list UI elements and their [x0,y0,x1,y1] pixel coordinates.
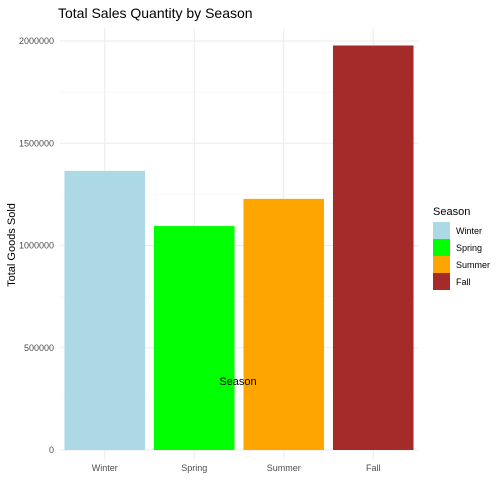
x-tick-label: Spring [181,463,207,473]
bar-fall [332,45,414,451]
chart-title: Total Sales Quantity by Season [58,5,253,21]
bar-winter [64,170,146,451]
legend-swatch-fall [433,273,450,290]
legend-swatch-winter [433,222,450,239]
x-axis-title: Season [219,376,256,388]
bar-summer [243,198,325,450]
legend-label: Fall [456,277,471,287]
y-tick-label: 2000000 [19,36,54,46]
legend-label: Summer [456,260,490,270]
legend-swatch-summer [433,256,450,273]
y-axis-ticks: 0 500000 1000000 1500000 2000000 [19,36,54,455]
y-axis-title: Total Goods Sold [6,203,18,287]
legend: Season Winter Spring Summer Fall [433,206,490,290]
bar-spring [153,226,235,450]
y-tick-label: 1500000 [19,138,54,148]
x-tick-label: Winter [92,463,118,473]
x-tick-label: Fall [366,463,381,473]
y-tick-label: 0 [49,445,54,455]
legend-title: Season [433,206,470,218]
legend-label: Winter [456,226,482,236]
legend-label: Spring [456,243,482,253]
y-tick-label: 1000000 [19,241,54,251]
bars [64,45,414,451]
y-tick-label: 500000 [24,343,54,353]
legend-swatch-spring [433,239,450,256]
x-axis-ticks: Winter Spring Summer Fall [92,463,381,473]
x-tick-label: Summer [267,463,301,473]
